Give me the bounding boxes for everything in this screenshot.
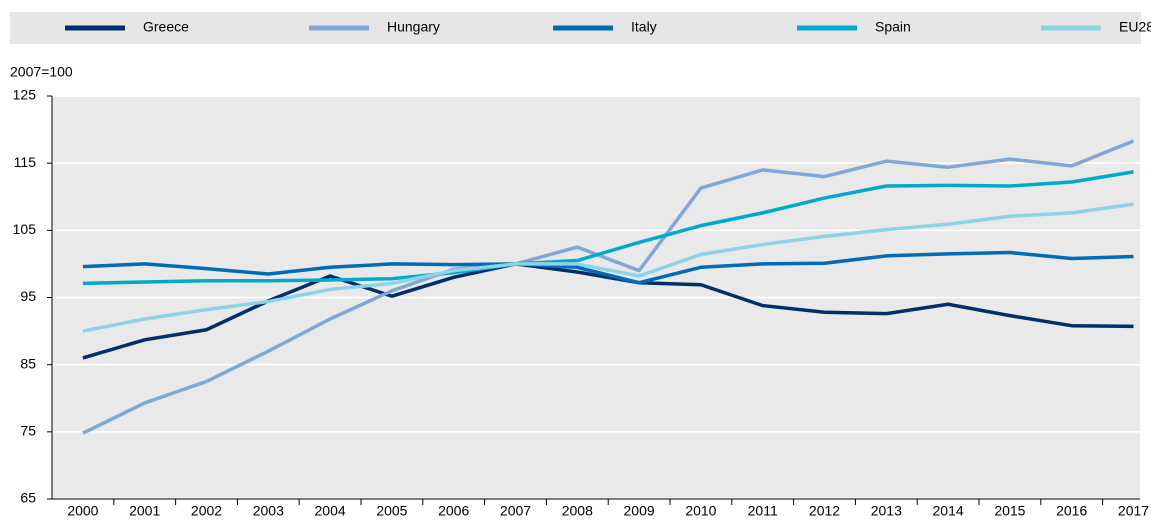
x-tick-label: 2000: [67, 503, 98, 519]
y-axis-label: 2007=100: [10, 64, 73, 80]
line-series: [82, 170, 1134, 286]
x-tick-label: 2008: [562, 503, 593, 519]
x-tick-label: 2017: [1118, 503, 1149, 519]
legend-label: Hungary: [387, 19, 440, 35]
line-series: [82, 202, 1134, 333]
line-series: [82, 262, 1134, 360]
x-tick-label: 2004: [315, 503, 346, 519]
y-tick-label: 95: [20, 288, 36, 304]
y-tick-label: 105: [13, 221, 37, 237]
legend-label: Spain: [875, 19, 911, 35]
x-tick-label: 2012: [809, 503, 840, 519]
x-tick-label: 2001: [129, 503, 160, 519]
y-tick-label: 115: [14, 154, 37, 170]
x-tick-label: 2006: [438, 503, 469, 519]
x-tick-label: 2010: [685, 503, 716, 519]
line-series: [82, 250, 1134, 285]
legend-label: Italy: [631, 19, 657, 35]
x-tick-label: 2003: [253, 503, 284, 519]
x-tick-label: 2009: [624, 503, 655, 519]
y-tick-label: 65: [20, 490, 36, 506]
line-series: [82, 139, 1135, 435]
y-tick-label: 85: [20, 355, 36, 371]
legend-label: EU28: [1119, 19, 1151, 35]
x-tick-label: 2007: [500, 503, 531, 519]
y-tick-label: 125: [13, 87, 37, 103]
x-tick-label: 2015: [994, 503, 1025, 519]
y-tick-label: 75: [20, 423, 36, 439]
x-tick-label: 2011: [748, 503, 778, 519]
x-tick-label: 2016: [1056, 503, 1087, 519]
x-tick-label: 2005: [376, 503, 407, 519]
x-tick-label: 2014: [933, 503, 964, 519]
legend-label: Greece: [143, 19, 189, 35]
x-tick-label: 2002: [191, 503, 222, 519]
x-tick-label: 2013: [871, 503, 902, 519]
